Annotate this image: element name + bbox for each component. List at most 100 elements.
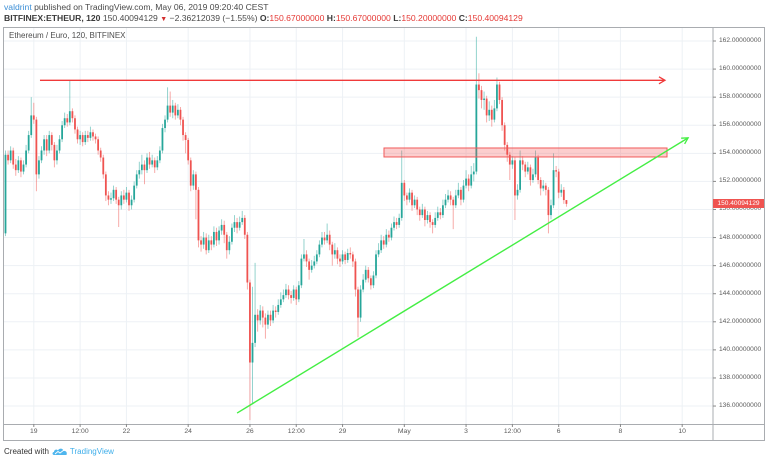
price-axis-label: 140.00000000 (719, 345, 762, 353)
resistance-line[interactable] (39, 76, 667, 85)
resistance-zone[interactable] (383, 147, 668, 158)
candle (295, 286, 298, 305)
candle (256, 309, 259, 332)
candle (426, 210, 429, 224)
author-link[interactable]: valdrint (4, 2, 32, 12)
candle (565, 200, 568, 207)
candle (71, 108, 74, 123)
candle (120, 191, 123, 210)
candle (483, 91, 485, 110)
time-axis-label: 19 (30, 428, 38, 435)
candle (460, 187, 462, 206)
candle (192, 170, 195, 190)
last-value: 150.40094129 (102, 13, 158, 23)
time-axis-label: 6 (556, 428, 561, 435)
candle (375, 250, 377, 279)
time-axis-label: 12:00 (287, 428, 305, 435)
candle (261, 306, 264, 328)
candle (436, 206, 439, 221)
candle (552, 153, 555, 209)
candle (84, 130, 87, 145)
candle (197, 187, 200, 248)
candle (187, 137, 190, 165)
candle (400, 150, 403, 221)
candle (331, 241, 334, 266)
price-axis-label: 146.00000000 (719, 261, 762, 269)
candle (465, 170, 467, 189)
candle (539, 177, 542, 196)
candle (285, 283, 287, 298)
price-axis-label: 154.00000000 (719, 149, 762, 157)
candle (457, 182, 460, 199)
candle (359, 285, 362, 322)
candle (550, 199, 552, 220)
candle (156, 156, 159, 171)
candle (223, 220, 226, 244)
time-axis-label: May (397, 428, 411, 435)
candle (104, 171, 107, 202)
candle (511, 156, 514, 169)
grid-lines (4, 28, 713, 424)
candle (143, 160, 146, 185)
candle (153, 157, 156, 173)
low-value: 150.20000000 (401, 13, 457, 23)
candle (557, 168, 560, 199)
candle (272, 304, 274, 324)
candle (279, 292, 282, 308)
candle (503, 122, 506, 151)
candle (220, 219, 223, 235)
time-axis-label: 3 (464, 428, 468, 435)
candle (50, 132, 53, 151)
candle (56, 144, 58, 165)
candle (40, 146, 43, 164)
candle (138, 161, 141, 179)
candle (122, 189, 125, 204)
candle (292, 285, 295, 301)
candle (112, 185, 115, 202)
candle (372, 271, 375, 289)
candle (14, 158, 17, 176)
candle (439, 208, 442, 220)
candle (560, 184, 563, 197)
candle (53, 142, 56, 168)
candle (58, 135, 61, 154)
candle (526, 161, 529, 175)
candle (418, 206, 421, 221)
candle (282, 289, 285, 303)
candle (228, 236, 231, 255)
candle (362, 274, 365, 293)
candle (529, 164, 532, 186)
chart-legend-title: Ethereum / Euro, 120, BITFINEX (9, 31, 126, 40)
candle (277, 299, 280, 315)
axes-lines (3, 27, 764, 440)
candle (202, 231, 205, 249)
candle (452, 196, 455, 230)
candle (243, 215, 246, 239)
candle (328, 230, 331, 251)
candle (364, 265, 367, 283)
candle (442, 199, 444, 218)
candle (480, 85, 483, 109)
candle (475, 36, 478, 175)
candle (467, 174, 470, 192)
candle (351, 251, 354, 268)
candle (89, 126, 92, 141)
candle (182, 116, 184, 141)
candle (274, 306, 277, 318)
candle (94, 133, 97, 144)
candle (496, 77, 498, 112)
candle (20, 157, 22, 178)
candle (151, 154, 154, 168)
candle (447, 189, 449, 203)
candle (86, 130, 89, 143)
last-price-label: 150.40094129 (713, 199, 764, 209)
created-with-text: Created with (4, 447, 49, 456)
support-trendline[interactable] (236, 137, 690, 414)
candle (387, 230, 390, 242)
tradingview-brand-link[interactable]: TradingView (69, 447, 114, 456)
candlestick-series (4, 36, 568, 421)
time-axis-label: 12:00 (503, 428, 521, 435)
candle (107, 191, 110, 206)
price-axis-label: 144.00000000 (719, 289, 762, 297)
